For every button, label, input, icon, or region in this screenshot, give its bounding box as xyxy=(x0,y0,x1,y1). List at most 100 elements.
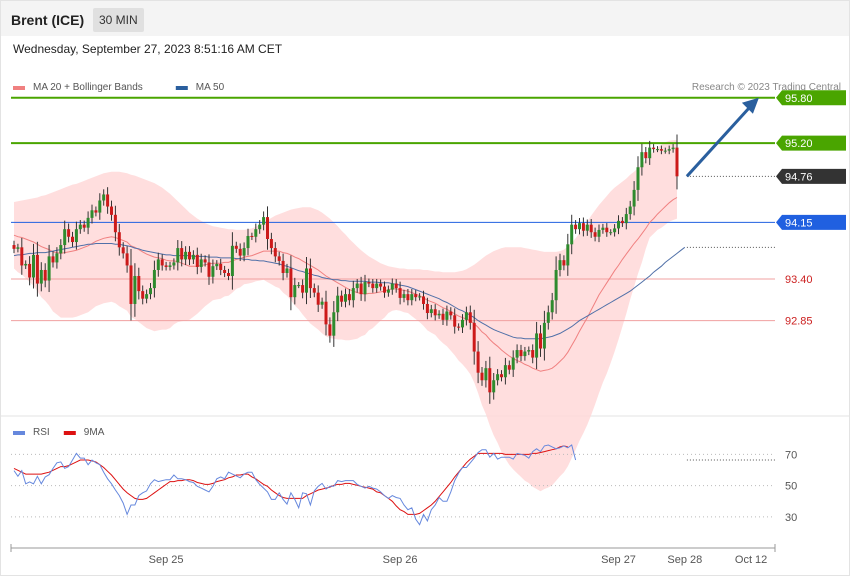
candle-body-147 xyxy=(585,224,589,231)
candle-body-159 xyxy=(632,189,636,207)
candle-body-151 xyxy=(601,227,605,230)
rsi-line xyxy=(13,444,577,526)
candle-body-1 xyxy=(16,247,20,249)
candle-body-109 xyxy=(437,313,441,316)
candle-body-157 xyxy=(624,214,628,224)
candle-body-99 xyxy=(398,288,402,298)
candle-body-11 xyxy=(55,253,59,263)
candle-body-46 xyxy=(191,254,195,260)
candle-body-34 xyxy=(145,294,149,299)
candle-body-49 xyxy=(203,259,207,263)
candle-body-91 xyxy=(367,282,371,284)
candle-body-149 xyxy=(593,232,597,237)
resistance-tag-0: 95.80 xyxy=(785,93,813,105)
candle-body-7 xyxy=(39,269,43,284)
candle-body-83 xyxy=(336,295,340,313)
legend-swatch-0 xyxy=(13,86,25,90)
candle-body-154 xyxy=(613,228,617,233)
candle-body-39 xyxy=(164,265,168,267)
candle-body-137 xyxy=(546,312,550,323)
legend-label-0: MA 20 + Bollinger Bands xyxy=(33,82,143,93)
candle-body-66 xyxy=(269,239,273,249)
candle-body-20 xyxy=(90,210,94,218)
candle-body-3 xyxy=(24,263,28,266)
candle-body-142 xyxy=(566,244,570,266)
candle-body-72 xyxy=(293,285,297,298)
candle-body-167 xyxy=(663,150,667,152)
candle-body-156 xyxy=(620,220,624,224)
candle-body-50 xyxy=(207,262,211,277)
candle-body-170 xyxy=(675,147,679,177)
candle-body-8 xyxy=(43,269,47,281)
candlesticks xyxy=(12,134,679,404)
candle-body-113 xyxy=(453,315,457,327)
candle-body-61 xyxy=(250,235,254,237)
candle-body-18 xyxy=(82,224,86,228)
bollinger-band-area xyxy=(14,140,677,492)
candle-body-98 xyxy=(394,283,398,289)
legend-label-1: 9MA xyxy=(84,427,105,438)
candle-body-41 xyxy=(172,262,176,266)
last-tag-2: 94.76 xyxy=(785,171,813,183)
candle-body-129 xyxy=(515,350,519,358)
chart-header: Brent (ICE) 30 MIN xyxy=(1,1,849,36)
candle-body-115 xyxy=(461,319,464,328)
candle-body-77 xyxy=(312,288,316,293)
candle-body-79 xyxy=(320,301,324,305)
candle-body-152 xyxy=(605,227,609,233)
candle-body-132 xyxy=(527,350,531,352)
candle-body-75 xyxy=(305,268,308,293)
price-legend: MA 20 + Bollinger Bands MA 50 xyxy=(13,82,225,93)
candle-body-58 xyxy=(238,248,242,256)
candle-body-44 xyxy=(184,251,188,260)
candle-body-108 xyxy=(433,309,437,316)
candle-body-138 xyxy=(550,300,554,313)
candle-body-106 xyxy=(425,303,429,314)
candle-body-68 xyxy=(277,256,281,261)
candle-body-24 xyxy=(106,194,110,207)
candle-body-130 xyxy=(519,350,523,357)
candle-body-80 xyxy=(324,301,328,325)
candle-body-110 xyxy=(441,313,445,320)
candle-body-60 xyxy=(246,235,250,249)
instrument-title: Brent (ICE) xyxy=(11,12,85,28)
moving-averages xyxy=(13,197,686,372)
candle-body-15 xyxy=(71,236,74,243)
level-tags: 95.80 95.20 94.76 94.15 93.40 92.85 xyxy=(776,90,846,328)
candle-body-21 xyxy=(94,210,98,213)
candle-body-112 xyxy=(449,311,453,316)
candle-body-55 xyxy=(227,273,230,277)
candle-body-76 xyxy=(308,268,312,289)
candle-body-64 xyxy=(262,217,266,225)
candle-body-141 xyxy=(562,260,566,266)
candle-body-144 xyxy=(574,224,578,230)
candle-body-127 xyxy=(507,365,511,370)
candle-body-71 xyxy=(289,268,293,298)
candle-body-124 xyxy=(496,374,500,381)
candle-body-9 xyxy=(47,256,51,281)
candle-body-84 xyxy=(340,295,344,302)
rsi-panel: 70 50 30 xyxy=(11,444,797,526)
candle-body-27 xyxy=(117,232,121,248)
candle-body-30 xyxy=(129,265,133,304)
pivot-tag-3: 94.15 xyxy=(785,217,813,229)
candle-body-145 xyxy=(578,223,581,230)
x-tick-label-1: Sep 26 xyxy=(383,554,418,566)
candle-body-120 xyxy=(480,372,484,381)
ma50-line xyxy=(13,243,686,340)
timeframe-badge[interactable]: 30 MIN xyxy=(93,8,144,32)
candle-body-73 xyxy=(297,285,301,287)
candle-body-140 xyxy=(558,260,562,270)
time-axis: Sep 25 Sep 26 Sep 27 Sep 28 Oct 12 xyxy=(10,544,776,566)
candle-body-4 xyxy=(28,263,32,278)
candle-body-102 xyxy=(410,294,414,301)
candle-body-163 xyxy=(648,147,652,159)
candle-body-17 xyxy=(78,224,82,230)
candle-body-118 xyxy=(472,322,476,352)
candle-body-94 xyxy=(379,283,383,287)
candle-body-92 xyxy=(371,283,375,289)
forecast-arrow-head xyxy=(741,97,759,114)
candle-body-26 xyxy=(113,214,117,233)
candle-body-111 xyxy=(445,311,449,320)
